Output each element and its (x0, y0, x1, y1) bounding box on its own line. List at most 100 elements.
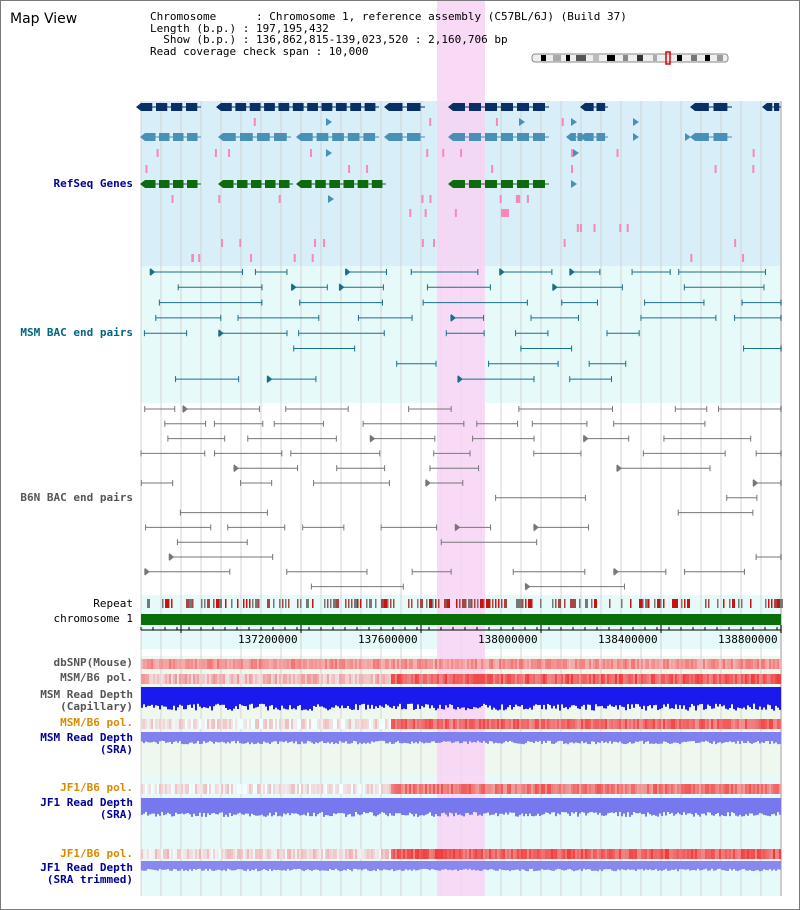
track-label-refseq-genes[interactable]: RefSeq Genes (53, 177, 133, 190)
depth-bar (575, 798, 577, 812)
depth-bar (701, 687, 703, 704)
track-label-msm-read-depth-sra[interactable]: MSM Read Depth (SRA) (40, 731, 133, 756)
heat-cell (237, 674, 239, 684)
depth-bar (203, 732, 205, 742)
track-label-msm-bac[interactable]: MSM BAC end pairs (20, 326, 133, 339)
depth-bar (169, 861, 171, 871)
refseq-feature (690, 254, 693, 262)
depth-bar (307, 798, 309, 813)
repeat-element (522, 599, 524, 608)
depth-bar (333, 732, 335, 745)
heat-cell (429, 849, 431, 859)
heat-cell (489, 674, 491, 684)
heat-cell (165, 659, 167, 669)
heat-cell (389, 659, 391, 669)
depth-bar (301, 732, 303, 742)
heat-cell (337, 659, 339, 669)
depth-bar (603, 732, 605, 743)
heat-cell (779, 784, 781, 794)
depth-bar (329, 687, 331, 710)
heat-cell (697, 659, 699, 669)
heat-cell (157, 659, 159, 669)
heat-cell (411, 659, 413, 669)
depth-bar (201, 687, 203, 709)
track-label-dbsnp[interactable]: dbSNP(Mouse) (53, 656, 133, 669)
heat-cell (195, 674, 197, 684)
heat-cell (669, 784, 671, 794)
depth-bar (777, 861, 779, 870)
depth-bar (639, 687, 641, 707)
depth-bar (535, 861, 537, 871)
depth-bar (369, 861, 371, 872)
heat-cell (273, 659, 275, 669)
heat-cell (461, 659, 463, 669)
depth-bar (477, 687, 479, 709)
depth-bar (513, 861, 515, 871)
repeat-element (489, 599, 491, 608)
heat-cell (659, 784, 661, 794)
depth-bar (235, 687, 237, 707)
depth-bar (387, 732, 389, 744)
heat-cell (597, 849, 599, 859)
depth-bar (263, 798, 265, 817)
heat-cell (727, 659, 729, 669)
heat-cell (665, 784, 667, 794)
heat-cell (361, 849, 363, 859)
depth-bar (567, 687, 569, 710)
heat-cell (275, 719, 277, 729)
depth-bar (319, 687, 321, 707)
depth-bar (181, 732, 183, 744)
heat-cell (469, 674, 471, 684)
gene-exon (187, 133, 198, 141)
track-label-jf1-b6-pol-2[interactable]: JF1/B6 pol. (60, 847, 133, 860)
heat-cell (495, 849, 497, 859)
heat-cell (459, 719, 461, 729)
heat-cell (615, 784, 617, 794)
heat-cell (313, 849, 315, 859)
heat-cell (337, 719, 339, 729)
track-label-jf1-read-depth-trimmed[interactable]: JF1 Read Depth (SRA trimmed) (40, 861, 133, 886)
heat-cell (207, 659, 209, 669)
heat-cell (235, 784, 237, 794)
heat-cell (375, 849, 377, 859)
depth-bar (481, 732, 483, 743)
depth-bar (555, 861, 557, 870)
heat-cell (611, 849, 613, 859)
depth-bar (571, 687, 573, 706)
track-label-msm-b6-pol-1[interactable]: MSM/B6 pol. (60, 671, 133, 684)
heat-cell (203, 784, 205, 794)
heat-cell (691, 674, 693, 684)
depth-bar (657, 798, 659, 817)
track-label-b6n-bac[interactable]: B6N BAC end pairs (20, 491, 133, 504)
track-label-msm-b6-pol-2[interactable]: MSM/B6 pol. (60, 716, 133, 729)
depth-bar (435, 798, 437, 815)
depth-bar (423, 687, 425, 708)
track-label-jf1-b6-pol-1[interactable]: JF1/B6 pol. (60, 781, 133, 794)
heat-cell (235, 659, 237, 669)
gene-exon (315, 180, 326, 188)
depth-bar (235, 732, 237, 744)
heat-cell (421, 659, 423, 669)
depth-bar (459, 798, 461, 815)
repeat-element (390, 599, 392, 608)
depth-bar (725, 861, 727, 871)
heat-cell (501, 659, 503, 669)
heat-cell (441, 659, 443, 669)
heat-cell (647, 674, 649, 684)
heat-cell (577, 784, 579, 794)
heat-cell (283, 719, 285, 729)
depth-bar (547, 861, 549, 870)
depth-bar (567, 732, 569, 745)
heat-cell (641, 719, 643, 729)
track-label-jf1-read-depth-sra[interactable]: JF1 Read Depth (SRA) (40, 796, 133, 821)
heat-cell (689, 784, 691, 794)
track-label-msm-read-depth-capillary[interactable]: MSM Read Depth (Capillary) (40, 688, 133, 713)
depth-bar (317, 687, 319, 705)
heat-cell (283, 849, 285, 859)
heat-cell (175, 849, 177, 859)
heat-cell (429, 719, 431, 729)
depth-bar (521, 861, 523, 870)
heat-cell (731, 784, 733, 794)
heat-cell (261, 674, 263, 684)
